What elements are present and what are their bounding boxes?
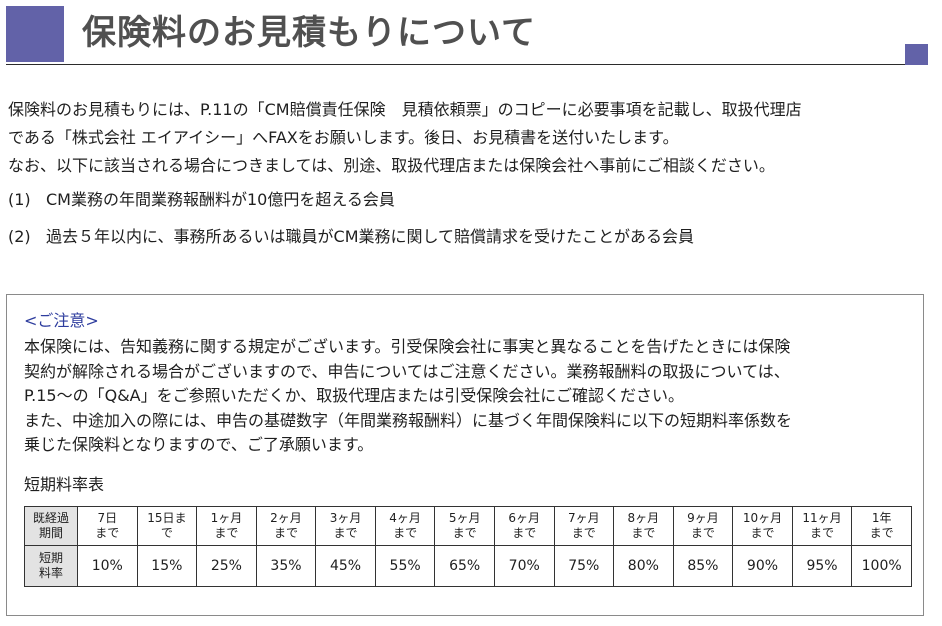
condition-text: 過去５年以内に、事務所あるいは職員がCM業務に関して賠償請求を受けたことがある会… xyxy=(46,227,695,246)
period-cell: 8ヶ月 まで xyxy=(613,506,674,546)
period-cell: 15日ま で xyxy=(136,506,198,546)
notice-line: 契約が解除される場合がございますので、申告についてはご注意ください。業務報酬料の… xyxy=(24,361,790,381)
rate-cell: 45% xyxy=(315,545,376,587)
period-header-label: 既経過 期間 xyxy=(24,506,78,546)
period-row: 既経過 期間 7日 まで 15日ま で 1ヶ月 まで 2ヶ月 まで 3ヶ月 まで… xyxy=(24,506,912,546)
rate-cell: 85% xyxy=(672,545,734,587)
rate-cell: 15% xyxy=(136,545,198,587)
period-cell: 7日 まで xyxy=(77,506,138,546)
notice-title: <ご注意> xyxy=(24,311,99,330)
condition-item-2: (2) 過去５年以内に、事務所あるいは職員がCM業務に関して賠償請求を受けたことが… xyxy=(8,226,694,248)
condition-number: (1) xyxy=(8,190,31,209)
rate-cell: 65% xyxy=(434,545,495,587)
notice-line: P.15～の「Q&A」をご参照いただくか、取扱代理店または引受保険会社にご確認く… xyxy=(24,386,684,405)
intro-text: 保険料のお見積もりには、P.11の「CM賠償責任保険 見積依頼票」のコピーに必要… xyxy=(8,96,934,180)
rate-cell: 70% xyxy=(493,545,555,587)
period-cell: 10ヶ月 まで xyxy=(732,506,793,546)
condition-text: CM業務の年間業務報酬料が10億円を超える会員 xyxy=(46,190,395,209)
notice-box: <ご注意> 本保険には、告知義務に関する規定がございます。引受保険会社に事実と異… xyxy=(6,294,924,616)
intro-line: である「株式会社 エイアイシー」へFAXをお願いします。後日、お見積書を送付いた… xyxy=(8,128,679,147)
header-accent-block xyxy=(6,6,64,62)
notice-body: 本保険には、告知義務に関する規定がございます。引受保険会社に事実と異なることを告… xyxy=(24,335,919,458)
rate-cell: 10% xyxy=(77,545,138,587)
rate-cell: 80% xyxy=(613,545,674,587)
period-cell: 2ヶ月 まで xyxy=(255,506,317,546)
rate-row-label: 短期 料率 xyxy=(24,545,78,587)
period-cell: 5ヶ月 まで xyxy=(434,506,495,546)
period-cell: 1年 まで xyxy=(851,506,912,546)
intro-line: 保険料のお見積もりには、P.11の「CM賠償責任保険 見積依頼票」のコピーに必要… xyxy=(8,100,802,119)
rate-cell: 100% xyxy=(851,545,912,587)
rate-cell: 25% xyxy=(196,545,257,587)
table-caption: 短期料率表 xyxy=(24,475,105,494)
period-cell: 7ヶ月 まで xyxy=(553,506,615,546)
period-cell: 6ヶ月 まで xyxy=(493,506,555,546)
short-term-rate-table: 既経過 期間 7日 まで 15日ま で 1ヶ月 まで 2ヶ月 まで 3ヶ月 まで… xyxy=(24,506,912,587)
period-cell: 4ヶ月 まで xyxy=(374,506,436,546)
header-divider xyxy=(6,64,928,65)
condition-item-1: (1) CM業務の年間業務報酬料が10億円を超える会員 xyxy=(8,189,395,211)
period-cell: 9ヶ月 まで xyxy=(672,506,734,546)
rate-cell: 35% xyxy=(255,545,317,587)
intro-line: なお、以下に該当される場合につきましては、別途、取扱代理店または保険会社へ事前に… xyxy=(8,156,775,175)
period-cell: 3ヶ月 まで xyxy=(315,506,376,546)
rate-cell: 75% xyxy=(553,545,615,587)
period-cell: 1ヶ月 まで xyxy=(196,506,257,546)
notice-line: また、中途加入の際には、申告の基礎数字（年間業務報酬料）に基づく年間保険料に以下… xyxy=(24,410,793,430)
period-cell: 11ヶ月 まで xyxy=(791,506,853,546)
rate-cell: 90% xyxy=(732,545,793,587)
header-accent-square xyxy=(905,44,928,65)
rate-cell: 55% xyxy=(374,545,436,587)
condition-number: (2) xyxy=(8,227,31,246)
page-title: 保険料のお見積もりについて xyxy=(82,13,536,53)
notice-line: 本保険には、告知義務に関する規定がございます。引受保険会社に事実と異なることを告… xyxy=(24,337,791,356)
notice-line: 乗じた保険料となりますので、ご了承願います。 xyxy=(24,435,374,454)
rate-row: 短期 料率 10% 15% 25% 35% 45% 55% 65% 70% 75… xyxy=(24,545,912,587)
rate-cell: 95% xyxy=(791,545,853,587)
